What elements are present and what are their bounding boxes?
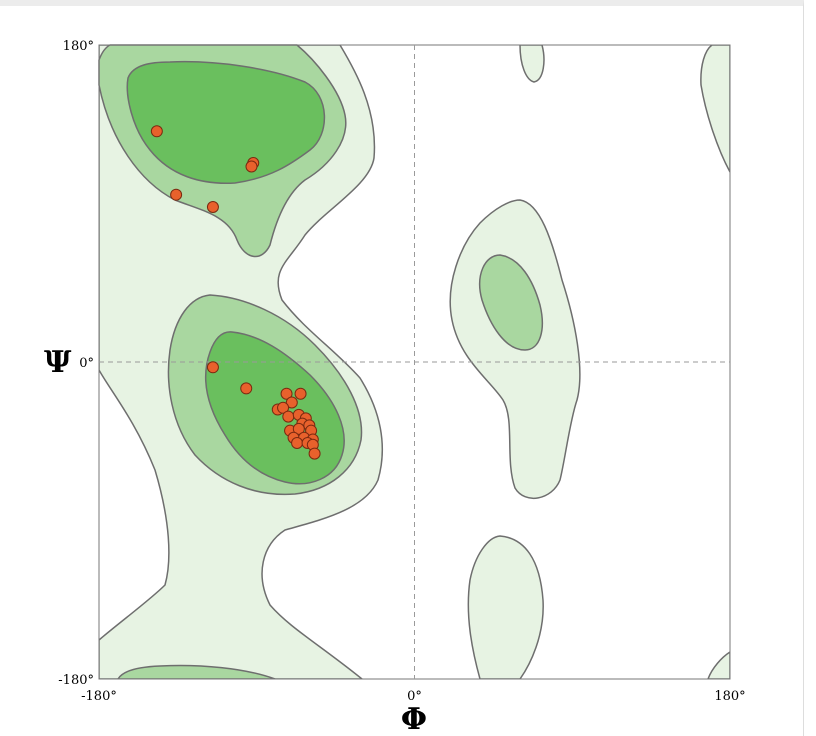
data-point: [282, 410, 295, 423]
x-axis-ticks: -180° 0° 180°: [81, 689, 746, 704]
x-tick-label: -180°: [81, 689, 117, 704]
data-point: [280, 387, 293, 400]
data-point: [240, 382, 253, 395]
y-tick-label: -180°: [58, 673, 94, 688]
allowed-region-right-edge-bottom: [707, 651, 730, 679]
favored-region-bottom-left: [117, 664, 276, 679]
x-axis-label: Φ: [401, 702, 427, 736]
data-point: [277, 401, 290, 414]
y-axis-ticks: -180° 0° 180°: [58, 39, 94, 688]
data-point: [150, 125, 163, 138]
allowed-region-right-bottom: [467, 535, 544, 679]
x-tick-label: 0°: [407, 689, 422, 704]
favored-region-left-handed: [479, 254, 544, 351]
allowed-region-right-edge-top: [700, 45, 730, 173]
data-point: [292, 422, 305, 435]
data-point: [245, 160, 258, 173]
allowed-region-top-spike: [519, 45, 545, 83]
data-point: [285, 396, 298, 409]
data-point: [206, 201, 219, 214]
data-point: [291, 437, 304, 450]
data-point: [170, 188, 183, 201]
x-tick-label: 180°: [714, 689, 745, 704]
y-tick-label: 180°: [63, 39, 94, 54]
core-region-beta: [126, 60, 326, 184]
data-point: [308, 447, 321, 460]
data-points: [150, 125, 321, 460]
y-tick-label: 0°: [79, 356, 94, 371]
zero-gridlines: [99, 45, 730, 679]
data-point: [294, 387, 307, 400]
data-point: [206, 361, 219, 374]
y-axis-label: Ψ: [44, 345, 72, 380]
